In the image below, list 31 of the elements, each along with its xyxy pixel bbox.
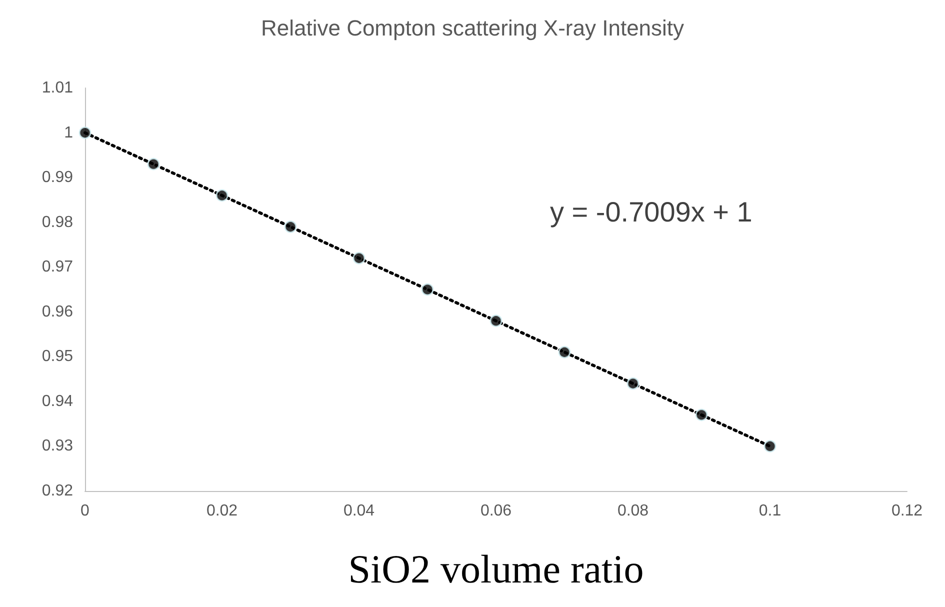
point [216, 189, 228, 202]
point [764, 440, 776, 452]
y-tick-label: 0.97 [42, 258, 74, 276]
point [421, 283, 434, 296]
point [284, 220, 297, 234]
x-tick-label: 0.04 [343, 502, 375, 520]
y-tick-label: 0.94 [42, 392, 74, 410]
point [695, 408, 708, 422]
x-tick-label: 0.08 [617, 502, 649, 520]
x-tick-label: 0.12 [891, 502, 923, 520]
annotation: y = -0.7009x + 1 [550, 196, 752, 228]
y-tick-label: 0.99 [42, 169, 74, 186]
y-tick-label: 0.93 [42, 438, 74, 455]
point [626, 377, 640, 390]
point [78, 126, 92, 140]
y-tick-label: 1 [64, 124, 74, 142]
point [147, 158, 160, 170]
point [490, 314, 502, 328]
x-tick-label: 0.06 [480, 502, 512, 520]
y-tick-label: 0.92 [42, 482, 74, 500]
y-tick-label: 0.96 [42, 303, 74, 320]
chart-title: Relative Compton scattering X-ray Intensity [260, 16, 684, 40]
y-tick-label: 1.01 [42, 80, 74, 96]
y-tick-label: 0.95 [42, 348, 74, 366]
point [352, 252, 366, 264]
point [558, 346, 571, 358]
y-tick-label: 0.98 [42, 214, 74, 231]
x-axis-title: SiO2 volume ratio [348, 546, 644, 592]
x-tick-label: 0 [80, 502, 90, 520]
x-tick-label: 0.1 [758, 502, 782, 520]
x-tick-label: 0.02 [206, 502, 238, 520]
